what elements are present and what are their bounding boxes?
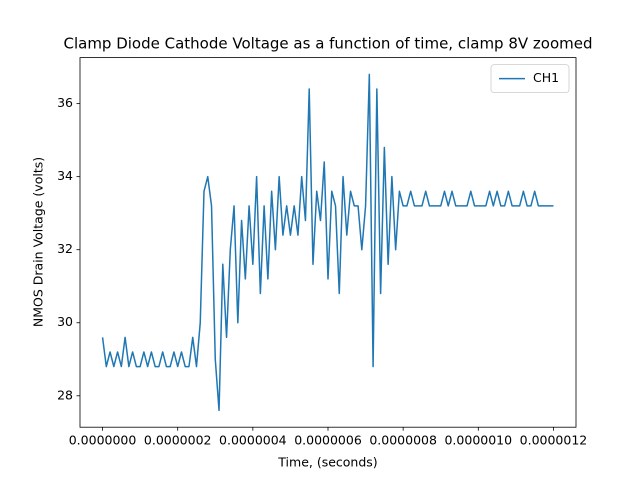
y-tick-label: 34 (57, 168, 73, 183)
x-tick-label: 0.0000010 (444, 433, 512, 448)
x-tick-label: 0.0000004 (219, 433, 287, 448)
y-tick-label: 36 (57, 95, 73, 110)
data-line (101, 73, 554, 412)
x-tick-label: 0.0000000 (69, 433, 137, 448)
chart-title: Clamp Diode Cathode Voltage as a functio… (63, 35, 592, 53)
y-tick-label: 32 (57, 241, 73, 256)
x-axis-label: Time, (seconds) (277, 455, 377, 470)
x-tick-label: 0.0000008 (369, 433, 437, 448)
x-tick-label: 0.0000012 (520, 433, 588, 448)
x-tick-label: 0.0000002 (144, 433, 212, 448)
y-axis-label: NMOS Drain Voltage (volts) (31, 157, 46, 327)
y-tick-label: 30 (57, 314, 73, 329)
legend-box (490, 64, 570, 93)
legend-label: CH1 (533, 70, 559, 85)
x-tick-label: 0.0000006 (294, 433, 362, 448)
y-tick-label: 28 (57, 387, 73, 402)
plot-frame (79, 57, 577, 428)
